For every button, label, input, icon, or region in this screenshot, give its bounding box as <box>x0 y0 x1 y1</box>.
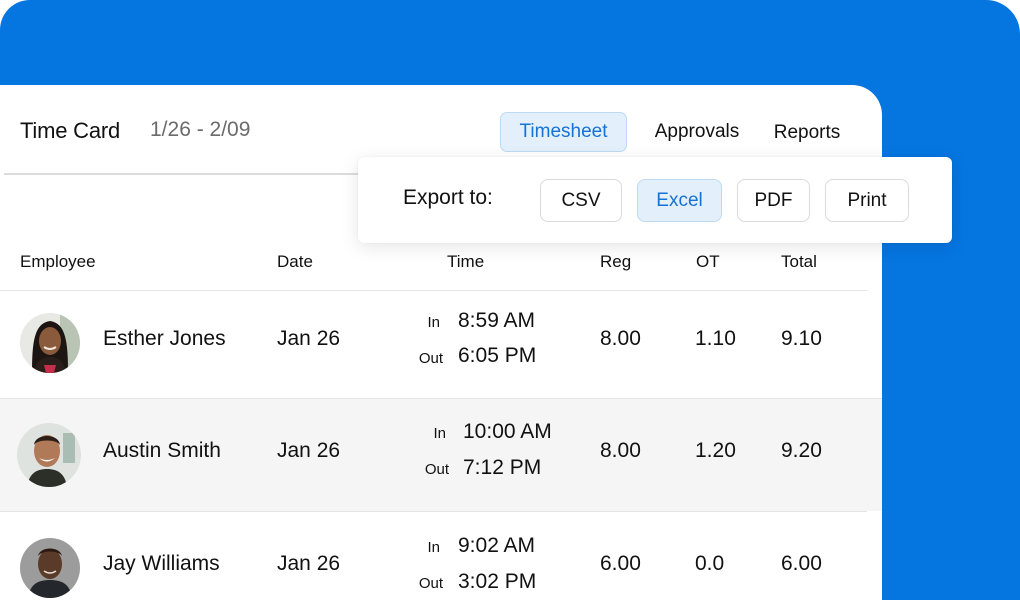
avatar <box>17 423 81 487</box>
out-label: Out <box>418 575 443 592</box>
avatar <box>20 538 80 598</box>
export-popup: Export to: CSV Excel PDF Print <box>358 157 952 243</box>
total-hours: 9.10 <box>781 327 822 350</box>
table-row[interactable]: Jay Williams Jan 26 In 9:02 AM Out 3:02 … <box>0 511 867 600</box>
export-print-button[interactable]: Print <box>825 179 909 222</box>
table-row[interactable]: Austin Smith Jan 26 In 10:00 AM Out 7:12… <box>0 398 882 511</box>
employee-photo-icon <box>20 313 80 373</box>
column-header-date: Date <box>277 252 313 271</box>
employee-name: Austin Smith <box>103 439 221 462</box>
total-hours: 9.20 <box>781 439 822 462</box>
in-label: In <box>433 425 446 442</box>
page-title: Time Card <box>20 118 121 143</box>
export-excel-button[interactable]: Excel <box>637 179 722 222</box>
in-label: In <box>427 314 440 331</box>
column-header-reg: Reg <box>600 252 632 271</box>
time-in: 10:00 AM <box>463 420 552 443</box>
row-date: Jan 26 <box>277 552 341 575</box>
export-pdf-button[interactable]: PDF <box>737 179 810 222</box>
date-range: 1/26 - 2/09 <box>150 118 251 141</box>
row-date: Jan 26 <box>277 439 341 462</box>
header-divider <box>4 173 360 175</box>
out-label: Out <box>424 461 449 478</box>
column-header-ot: OT <box>696 252 720 271</box>
ot-hours: 1.20 <box>695 439 736 462</box>
time-out: 6:05 PM <box>458 344 537 367</box>
column-header-time: Time <box>447 252 485 271</box>
reg-hours: 6.00 <box>600 552 641 575</box>
employee-photo-icon <box>20 538 80 598</box>
reg-hours: 8.00 <box>600 327 641 350</box>
out-label: Out <box>418 350 443 367</box>
time-out: 3:02 PM <box>458 570 537 593</box>
ot-hours: 1.10 <box>695 327 736 350</box>
reg-hours: 8.00 <box>600 439 641 462</box>
in-label: In <box>427 539 440 556</box>
export-csv-button[interactable]: CSV <box>540 179 622 222</box>
employee-name: Jay Williams <box>103 552 220 575</box>
total-hours: 6.00 <box>781 552 822 575</box>
time-in: 8:59 AM <box>458 309 536 332</box>
time-out: 7:12 PM <box>463 456 542 479</box>
tab-timesheet[interactable]: Timesheet <box>500 112 627 152</box>
tab-approvals[interactable]: Approvals <box>654 121 740 142</box>
column-header-employee: Employee <box>20 252 96 271</box>
table-row[interactable]: Esther Jones Jan 26 In 8:59 AM Out 6:05 … <box>0 290 867 398</box>
tab-reports[interactable]: Reports <box>773 122 841 143</box>
time-in: 9:02 AM <box>458 534 536 557</box>
employee-name: Esther Jones <box>103 327 226 350</box>
export-label: Export to: <box>403 186 493 209</box>
column-header-total: Total <box>781 252 817 271</box>
employee-photo-icon <box>17 423 81 487</box>
row-date: Jan 26 <box>277 327 341 350</box>
avatar <box>20 313 80 373</box>
ot-hours: 0.0 <box>695 552 725 575</box>
